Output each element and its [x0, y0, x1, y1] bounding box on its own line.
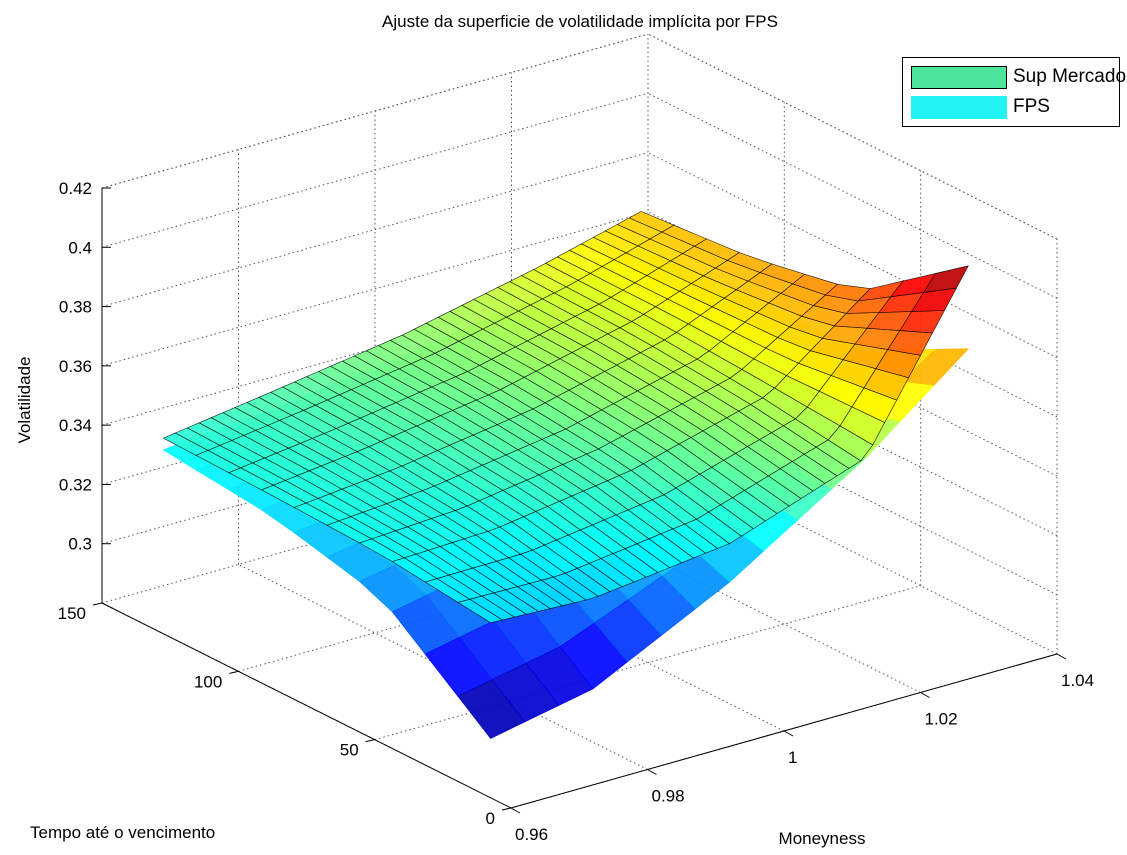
chart-title: Ajuste da superficie de volatilidade imp… [382, 12, 778, 31]
z-axis-label: Volatilidade [15, 357, 34, 444]
x-tick [783, 730, 794, 737]
legend-label-fps: FPS [1013, 96, 1050, 117]
axes [92, 187, 1067, 814]
legend-entry-fps: FPS [911, 94, 1050, 120]
x-tick [920, 692, 930, 698]
y-tick-label: 0 [486, 809, 495, 828]
grid-line-back-z [101, 152, 649, 308]
y-tick [229, 670, 239, 674]
z-tick-label: 0.4 [68, 238, 92, 257]
z-tick-label: 0.38 [59, 298, 92, 317]
legend-swatch-fps [911, 95, 1007, 119]
x-tick-label: 0.98 [652, 787, 685, 806]
sup-mercado-patch [923, 265, 969, 293]
legend-label-sup-mercado: Sup Mercado [1013, 66, 1127, 87]
legend-swatch-sup-mercado [911, 65, 1007, 89]
x-tick [1056, 653, 1067, 660]
fps-patch [900, 348, 970, 386]
legend: Sup Mercado FPS [902, 57, 1126, 127]
y-tick-label: 150 [58, 604, 86, 623]
grid-line-back-z [101, 92, 649, 248]
x-tick-label: 0.96 [515, 825, 548, 844]
y-tick [92, 602, 103, 606]
grid-line-back-z [101, 211, 649, 367]
y-tick [365, 739, 375, 743]
grid-border-top-back [101, 33, 649, 189]
z-tick-label: 0.36 [59, 357, 92, 376]
x-tick-label: 1.04 [1061, 671, 1094, 690]
z-tick-label: 0.42 [59, 179, 92, 198]
y-axis-line [101, 602, 512, 809]
x-tick-label: 1.02 [925, 710, 958, 729]
sup-mercado-surface [162, 211, 969, 624]
grid-line-floor-y [374, 585, 921, 741]
x-axis-label: Moneyness [779, 829, 866, 848]
z-tick-label: 0.34 [59, 416, 92, 435]
y-tick [501, 807, 512, 811]
surfaces [162, 211, 970, 739]
legend-entry-sup-mercado: Sup Mercado [911, 64, 1126, 90]
x-tick [510, 807, 521, 814]
z-tick-label: 0.32 [59, 475, 92, 494]
x-tick-label: 1 [788, 748, 797, 767]
tick-labels: 0.96 0.98 1 1.02 1.04 0 50 100 150 0.3 0.32 0.34 0.3… [58, 179, 1094, 844]
y-tick-label: 100 [194, 672, 222, 691]
y-tick-label: 50 [340, 741, 359, 760]
z-tick-label: 0.3 [68, 535, 92, 554]
x-tick [647, 769, 657, 775]
y-axis-label: Tempo até o vencimento [30, 823, 215, 842]
